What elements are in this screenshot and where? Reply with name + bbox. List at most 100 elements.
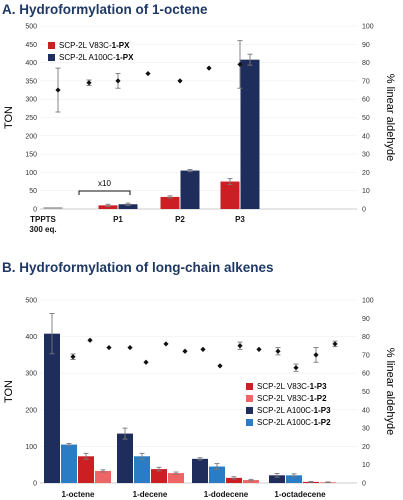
bar-2-1	[151, 469, 167, 483]
aldehyde-point-11	[275, 348, 281, 354]
panel-b-title: B. Hydroformylation of long-chain alkene…	[2, 260, 274, 275]
y2-tick-label: 90	[362, 42, 370, 49]
panel-b: B. Hydroformylation of long-chain alkene…	[2, 260, 396, 499]
category-label-3: P3	[235, 215, 245, 224]
legend-label-0: SCP-2L V83C-1-PX	[59, 41, 130, 50]
bar-0-3	[269, 475, 285, 483]
y2-tick-label: 10	[362, 462, 370, 469]
bar-1-3	[240, 59, 260, 210]
y2-axis-label: % linear aldehyde	[384, 74, 396, 161]
bar-1-3	[286, 475, 302, 483]
y2-tick-label: 20	[362, 444, 370, 451]
aldehyde-point-7	[200, 346, 206, 353]
y-tick-label: 500	[25, 298, 37, 305]
y2-tick-label: 50	[362, 115, 370, 122]
aldehyde-point-0	[55, 87, 61, 93]
bar-0-0	[44, 333, 60, 483]
bar-1-2	[180, 170, 200, 209]
aldehyde-point-6	[182, 348, 188, 354]
y2-tick-label: 80	[362, 334, 370, 341]
y-axis-label: TON	[3, 380, 15, 403]
legend-swatch-1	[246, 419, 253, 426]
bar-1-1	[118, 204, 138, 209]
y-tick-label: 0	[33, 481, 37, 488]
legend-swatch-3	[246, 395, 253, 402]
y-tick-label: 200	[25, 133, 37, 140]
aldehyde-point-10	[256, 346, 262, 353]
aldehyde-point-4	[177, 78, 183, 84]
aldehyde-point-3	[145, 70, 151, 77]
aldehyde-point-0	[70, 354, 76, 360]
y2-tick-label: 70	[362, 352, 370, 359]
y2-tick-label: 90	[362, 316, 370, 323]
y2-tick-label: 20	[362, 170, 370, 177]
y2-tick-label: 70	[362, 78, 370, 85]
aldehyde-point-4	[143, 359, 149, 365]
bar-0-1	[98, 205, 118, 209]
y2-tick-label: 60	[362, 97, 370, 104]
aldehyde-point-5	[206, 65, 212, 71]
y-tick-label: 250	[25, 115, 37, 122]
legend-label-3: SCP-2L V83C-1-P2	[257, 394, 327, 403]
bar-1-1	[134, 456, 150, 483]
panel-a: A. Hydroformylation of 1-octene 0 50 100 15…	[2, 2, 396, 234]
y2-tick-label: 100	[362, 298, 374, 305]
y-axis-label: TON	[3, 106, 15, 129]
y2-tick-label: 40	[362, 407, 370, 414]
y-tick-label: 200	[25, 407, 37, 414]
bar-3-2	[243, 480, 259, 483]
bar-0-3	[220, 181, 240, 209]
bar-3-1	[168, 473, 184, 483]
y-tick-label: 150	[25, 152, 37, 159]
y-tick-label: 300	[25, 97, 37, 104]
y-tick-label: 400	[25, 60, 37, 67]
category-label-1: 1-decene	[133, 490, 168, 499]
category-label-0: 1-octene	[62, 490, 95, 499]
aldehyde-point-13	[313, 352, 319, 358]
bar-3-0	[95, 470, 111, 483]
y2-tick-label: 50	[362, 389, 370, 396]
y-tick-label: 50	[29, 188, 37, 195]
category-label-0: 300 eq.	[29, 225, 56, 234]
y-tick-label: 0	[33, 207, 37, 214]
y2-tick-label: 0	[362, 481, 366, 488]
legend-label-1: SCP-2L A100C-1-PX	[59, 53, 134, 62]
aldehyde-point-2	[115, 78, 121, 84]
legend-label-2: SCP-2L V83C-1-P3	[257, 382, 327, 391]
aldehyde-point-8	[217, 363, 223, 369]
legend-label-1: SCP-2L A100C-1-P2	[257, 418, 331, 427]
y-tick-label: 100	[25, 170, 37, 177]
y2-tick-label: 30	[362, 152, 370, 159]
aldehyde-point-1	[86, 80, 92, 86]
y2-tick-label: 0	[362, 207, 366, 214]
aldehyde-point-1	[87, 337, 93, 343]
y2-tick-label: 80	[362, 60, 370, 67]
category-label-2: 1-dodecene	[204, 490, 249, 499]
bar-2-0	[78, 456, 94, 483]
legend-swatch-0	[246, 407, 253, 414]
y-tick-label: 450	[25, 42, 37, 49]
aldehyde-point-5	[163, 341, 169, 347]
aldehyde-point-6	[237, 61, 243, 68]
legend-swatch-1	[48, 54, 55, 61]
bar-2-2	[226, 477, 242, 483]
y2-tick-label: 60	[362, 371, 370, 378]
aldehyde-point-3	[127, 344, 133, 351]
bar-1-0	[61, 444, 77, 483]
bar-1-2	[209, 466, 225, 483]
aldehyde-point-14	[332, 341, 338, 347]
panel-a-title: A. Hydroformylation of 1-octene	[2, 2, 208, 17]
y-tick-label: 300	[25, 371, 37, 378]
y-tick-label: 500	[25, 24, 37, 31]
y2-tick-label: 100	[362, 24, 374, 31]
x10-bracket	[78, 190, 131, 195]
aldehyde-point-2	[106, 344, 112, 351]
x10-annotation: x10	[98, 179, 111, 188]
aldehyde-point-9	[237, 343, 243, 349]
legend-label-0: SCP-2L A100C-1-P3	[257, 406, 331, 415]
category-label-3: 1-octadecene	[274, 490, 326, 499]
y-tick-label: 400	[25, 334, 37, 341]
bar-reference	[43, 207, 63, 209]
y-tick-label: 350	[25, 78, 37, 85]
